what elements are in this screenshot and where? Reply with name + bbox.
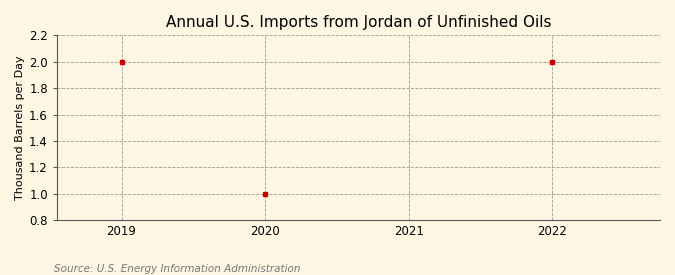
Title: Annual U.S. Imports from Jordan of Unfinished Oils: Annual U.S. Imports from Jordan of Unfin… <box>166 15 551 30</box>
Y-axis label: Thousand Barrels per Day: Thousand Barrels per Day <box>15 56 25 200</box>
Text: Source: U.S. Energy Information Administration: Source: U.S. Energy Information Administ… <box>54 264 300 274</box>
